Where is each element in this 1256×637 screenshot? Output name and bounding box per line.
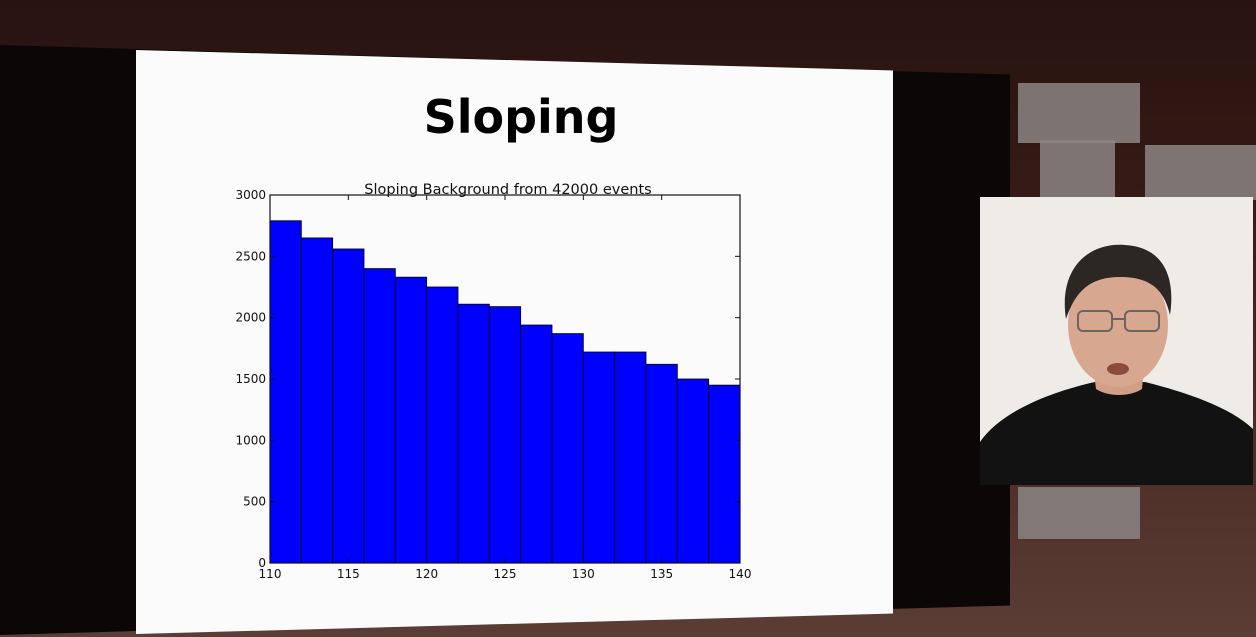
y-tick-label: 1500 — [235, 372, 266, 386]
y-tick-label: 500 — [243, 495, 266, 509]
histogram-bar — [426, 286, 459, 564]
histogram-bar — [300, 237, 334, 564]
histogram-bar — [394, 276, 428, 564]
presenter-face — [1068, 263, 1168, 387]
chart-title: Sloping Background from 42000 events — [364, 182, 651, 198]
x-tick-label: 130 — [572, 567, 595, 581]
histogram-chart: Sloping Background from 42000 events 110… — [235, 182, 752, 581]
presenter-shirt — [980, 382, 1253, 485]
y-tick-label: 2500 — [235, 249, 266, 263]
x-tick-label: 140 — [729, 567, 752, 581]
y-tick-label: 1000 — [235, 433, 266, 447]
presenter-hair — [1064, 244, 1172, 319]
background-logo-shape — [1145, 145, 1256, 200]
background-logo-shape — [1018, 83, 1140, 143]
x-tick-label: 135 — [650, 567, 673, 581]
histogram-bar — [520, 324, 553, 564]
histogram-bar — [708, 384, 741, 564]
slide-title: Sloping — [423, 90, 619, 144]
histogram-bar — [363, 268, 396, 564]
background-logo-shape — [1018, 487, 1140, 539]
x-tick-label: 115 — [337, 567, 360, 581]
histogram-bar — [645, 363, 678, 564]
x-tick-label: 120 — [415, 567, 438, 581]
y-tick-label: 2000 — [235, 311, 266, 325]
presenter-mouth — [1107, 363, 1129, 375]
histogram-bar — [332, 248, 365, 564]
histogram-bar — [614, 351, 647, 564]
histogram-bar — [269, 220, 302, 564]
x-tick-label: 125 — [494, 567, 517, 581]
histogram-bar — [551, 333, 584, 564]
histogram-bar — [457, 303, 490, 564]
y-tick-label: 0 — [258, 556, 266, 570]
y-tick-label: 3000 — [235, 188, 266, 202]
histogram-bar — [488, 306, 522, 564]
presentation-slide: Sloping Sloping Background from 42000 ev… — [136, 50, 893, 634]
presenter-glasses — [1077, 310, 1160, 332]
x-tick-label: 110 — [259, 567, 282, 581]
histogram-bar — [582, 351, 616, 564]
histogram-bar — [676, 378, 710, 564]
presenter-webcam — [980, 197, 1253, 485]
